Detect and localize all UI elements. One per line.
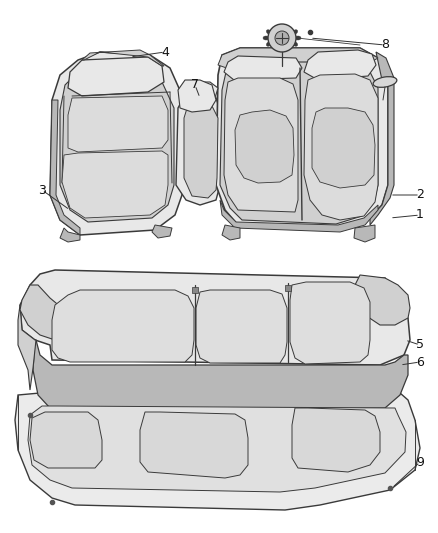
Ellipse shape [373, 77, 397, 87]
Text: 1: 1 [416, 208, 424, 222]
Polygon shape [18, 305, 36, 390]
Polygon shape [68, 96, 168, 152]
Polygon shape [62, 151, 168, 218]
Text: 7: 7 [191, 78, 199, 92]
Circle shape [275, 31, 289, 45]
Ellipse shape [292, 42, 298, 46]
Polygon shape [60, 70, 174, 222]
Polygon shape [304, 50, 376, 80]
Polygon shape [152, 225, 172, 238]
Ellipse shape [275, 45, 279, 51]
Polygon shape [235, 110, 294, 183]
Polygon shape [140, 412, 248, 478]
Polygon shape [28, 406, 406, 492]
Polygon shape [60, 228, 80, 242]
Polygon shape [20, 270, 410, 365]
Text: 8: 8 [381, 38, 389, 52]
Ellipse shape [292, 30, 298, 35]
Text: 2: 2 [416, 189, 424, 201]
Polygon shape [68, 57, 164, 96]
Circle shape [268, 24, 296, 52]
Polygon shape [178, 80, 216, 112]
Polygon shape [50, 100, 80, 235]
Polygon shape [52, 290, 194, 362]
Polygon shape [216, 48, 388, 230]
Ellipse shape [295, 36, 301, 40]
Polygon shape [30, 412, 102, 468]
Polygon shape [184, 82, 218, 102]
Polygon shape [222, 225, 240, 240]
Polygon shape [370, 52, 394, 225]
Polygon shape [184, 102, 218, 198]
Ellipse shape [266, 42, 272, 46]
Text: 5: 5 [416, 338, 424, 351]
Text: 9: 9 [416, 456, 424, 469]
Polygon shape [220, 62, 378, 224]
Polygon shape [292, 408, 380, 472]
Text: 6: 6 [416, 356, 424, 368]
Polygon shape [290, 282, 370, 364]
Polygon shape [15, 393, 420, 510]
Polygon shape [176, 90, 220, 205]
Text: 3: 3 [38, 183, 46, 197]
Polygon shape [82, 50, 164, 66]
Ellipse shape [266, 30, 272, 35]
Polygon shape [50, 52, 182, 235]
Ellipse shape [263, 36, 269, 40]
Polygon shape [312, 108, 375, 188]
Polygon shape [354, 225, 375, 242]
Ellipse shape [285, 45, 289, 51]
Text: 4: 4 [161, 45, 169, 59]
Polygon shape [224, 78, 298, 212]
Polygon shape [218, 48, 378, 72]
Polygon shape [304, 74, 378, 220]
Ellipse shape [275, 26, 279, 31]
Polygon shape [224, 56, 302, 80]
Polygon shape [33, 340, 408, 408]
Polygon shape [20, 285, 72, 340]
Polygon shape [196, 290, 287, 363]
Ellipse shape [285, 26, 289, 31]
Polygon shape [220, 200, 378, 232]
Polygon shape [355, 275, 410, 325]
